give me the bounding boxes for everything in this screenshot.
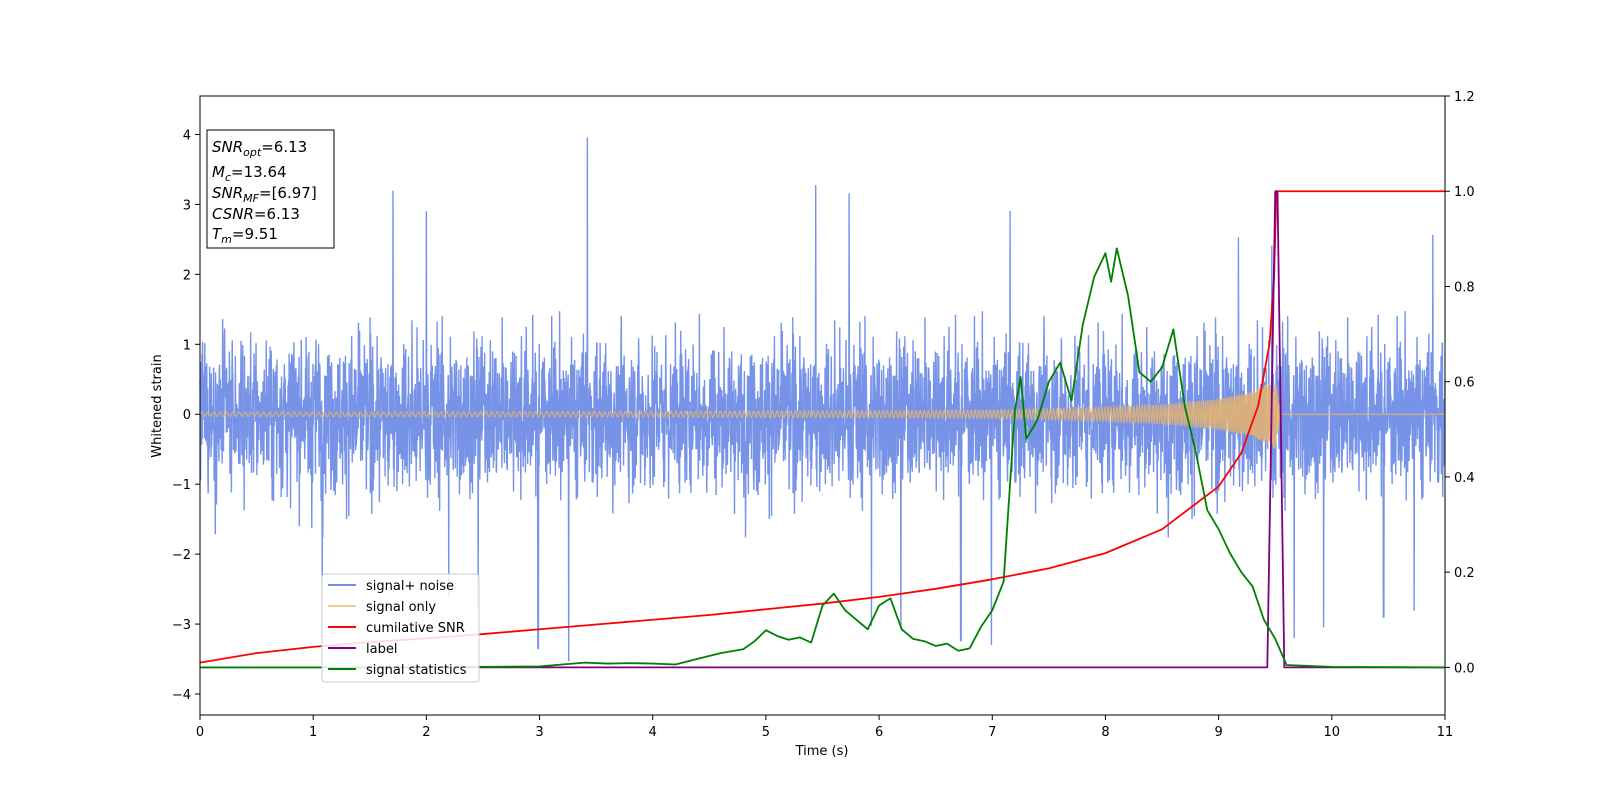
legend-entry: signal+ noise (366, 579, 454, 594)
signal-noise-series (199, 137, 1446, 662)
y-right-tick-label: 0.6 (1454, 376, 1475, 391)
x-tick-label: 9 (1214, 725, 1222, 740)
legend: signal+ noise signal only cumilative SNR la… (321, 573, 480, 683)
y-tick-label: −1 (172, 478, 191, 493)
y-right-tick-label: 0.2 (1454, 566, 1475, 581)
y-right-tick-label: 0.8 (1454, 280, 1475, 295)
annotation-box: SNRopt=6.13 Mc=13.64SNRMF=[6.97]CSNR=6.13… (206, 129, 335, 249)
x-tick-label: 5 (762, 725, 770, 740)
x-tick-label: 4 (649, 725, 657, 740)
y-tick-label: 4 (183, 128, 191, 143)
legend-entry: signal statistics (366, 663, 467, 678)
signal-statistics-line (200, 247, 1446, 669)
x-tick-label: 7 (988, 725, 996, 740)
y-axis-left: −4 −3 −2 −1 0 1 2 3 4 (172, 128, 200, 703)
annotation-line: SNRopt=6.13 (212, 138, 307, 159)
x-tick-label: 11 (1437, 725, 1454, 740)
legend-entry: signal only (366, 600, 436, 615)
y-axis-label: Whitened strain (150, 354, 165, 457)
annotation-line: CSNR=6.13 (212, 205, 300, 223)
y-tick-label: −2 (172, 548, 191, 563)
y-tick-label: 2 (183, 268, 191, 283)
x-tick-label: 0 (196, 725, 204, 740)
legend-entry: label (366, 642, 397, 657)
signal-only-line (199, 381, 1445, 449)
x-axis-label: Time (s) (795, 744, 849, 759)
x-tick-label: 1 (309, 725, 317, 740)
y-right-tick-label: 0.4 (1454, 471, 1475, 486)
y-tick-label: 1 (183, 338, 191, 353)
y-tick-label: −3 (172, 618, 191, 633)
y-right-tick-label: 1.2 (1454, 90, 1475, 105)
legend-entry: cumilative SNR (366, 621, 465, 636)
x-axis: 0 1 2 3 4 5 6 7 8 9 10 11 (196, 715, 1453, 740)
signal-only-series (199, 381, 1445, 449)
y-axis-right: 0.0 0.2 0.4 0.6 0.8 1.0 1.2 (1445, 90, 1475, 676)
x-tick-label: 6 (875, 725, 883, 740)
annotation-line: Tm=9.51 (212, 225, 278, 246)
y-tick-label: 3 (183, 198, 191, 213)
annotation-line: Mc=13.64 (212, 163, 287, 184)
annotation-line: SNRMF=[6.97] (212, 184, 317, 205)
x-tick-label: 10 (1324, 725, 1341, 740)
y-right-tick-label: 1.0 (1454, 185, 1475, 200)
y-right-tick-label: 0.0 (1454, 661, 1475, 676)
y-tick-label: 0 (183, 408, 191, 423)
x-tick-label: 2 (422, 725, 430, 740)
y-tick-label: −4 (172, 688, 191, 703)
signal-noise-line (199, 137, 1446, 662)
x-tick-label: 8 (1101, 725, 1109, 740)
annotation-frame (206, 129, 335, 249)
x-tick-label: 3 (535, 725, 543, 740)
label-line (200, 190, 1445, 669)
legend-frame (321, 573, 480, 683)
plot-frame (199, 95, 1446, 716)
